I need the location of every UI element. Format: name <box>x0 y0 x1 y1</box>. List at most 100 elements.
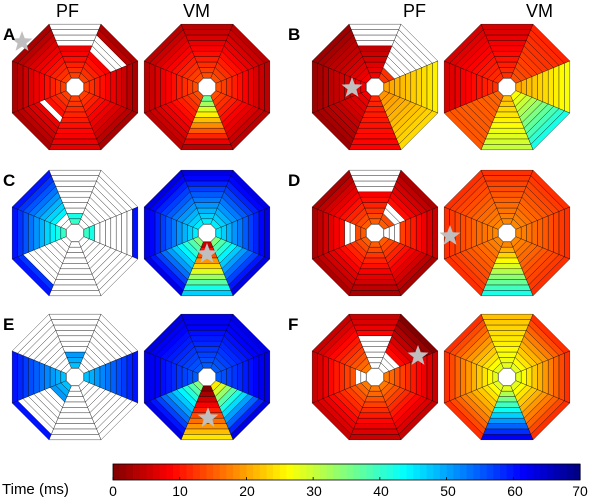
map-cell <box>66 213 84 219</box>
map-cell <box>181 222 188 244</box>
map-cell <box>132 60 138 114</box>
colorbar-segment <box>419 464 428 480</box>
map-cell <box>64 252 86 259</box>
map-cell <box>432 60 438 114</box>
map-cell <box>53 423 97 430</box>
map-cell <box>322 211 329 255</box>
stimulus-star-icon <box>407 345 429 365</box>
map-cell <box>531 364 538 390</box>
map-cell <box>180 170 234 176</box>
map-cell <box>481 222 488 244</box>
map-cell <box>410 359 417 395</box>
map-cell <box>180 290 234 296</box>
map-cell <box>121 355 128 399</box>
map-cell <box>196 396 218 403</box>
map-cell <box>465 359 472 395</box>
map-cell <box>416 67 422 107</box>
map-cell <box>426 62 433 112</box>
map-cell <box>53 279 97 286</box>
map-cell <box>154 211 161 255</box>
map-cell <box>521 78 527 96</box>
map-cell <box>416 213 422 253</box>
column-header-pf-left: PF <box>56 1 80 21</box>
colorbar-segment <box>259 464 268 480</box>
map-cell <box>94 222 101 244</box>
map-cell <box>489 335 525 342</box>
colorbar-segment <box>333 464 341 480</box>
colorbar-segment <box>193 464 201 480</box>
map-cell <box>449 352 456 402</box>
colorbar-segment <box>439 464 448 480</box>
map-cell <box>176 74 183 100</box>
map-cell <box>198 101 216 107</box>
colorbar-segment <box>319 464 328 480</box>
map-cell <box>99 74 106 100</box>
map-cell <box>17 352 24 402</box>
map-cell <box>44 364 51 390</box>
map-cell <box>126 208 133 258</box>
map-cell <box>355 274 395 280</box>
map-cell <box>362 257 388 264</box>
map-cell <box>66 391 84 397</box>
map-cell <box>33 359 40 395</box>
activation-map-e-pf <box>11 313 139 441</box>
colorbar-segment <box>566 464 574 480</box>
map-cell <box>64 351 86 358</box>
map-cell <box>39 361 45 393</box>
colorbar-segment <box>233 464 241 480</box>
colorbar-segment <box>473 464 481 480</box>
colorbar-segment <box>479 464 488 480</box>
colorbar-segment <box>406 464 414 480</box>
map-cell <box>494 202 520 209</box>
map-cell <box>116 67 122 107</box>
map-cell <box>542 215 549 251</box>
map-cell <box>421 65 428 109</box>
map-cell <box>196 106 218 113</box>
map-cell <box>231 364 238 390</box>
map-cell <box>481 76 488 98</box>
map-cell <box>410 215 417 251</box>
activation-map-c-pf <box>11 169 139 297</box>
map-cell <box>187 78 193 96</box>
colorbar-segment <box>253 464 261 480</box>
colorbar-segment <box>493 464 501 480</box>
map-cell <box>359 341 391 347</box>
map-cell <box>50 175 100 182</box>
map-cell <box>191 341 223 347</box>
colorbar-segment <box>246 464 254 480</box>
map-cell <box>349 222 356 244</box>
stimulus-star-icon <box>196 243 218 263</box>
map-cell <box>160 213 166 253</box>
map-center-hole <box>497 367 517 387</box>
map-cell <box>487 40 527 46</box>
map-cell <box>482 29 532 36</box>
colorbar-segment <box>359 464 368 480</box>
map-cell <box>64 106 86 113</box>
map-cell <box>44 74 51 100</box>
stimulus-star-icon <box>11 31 33 51</box>
map-cell <box>491 117 523 123</box>
colorbar-segment <box>239 464 248 480</box>
map-cell <box>49 222 56 244</box>
map-cell <box>185 133 229 140</box>
map-cell <box>144 350 150 404</box>
map-cell <box>444 60 450 114</box>
colorbar-segment <box>533 464 541 480</box>
map-cell <box>62 56 88 63</box>
map-cell <box>480 314 534 320</box>
map-cell <box>526 222 533 244</box>
map-cell <box>328 67 334 107</box>
map-cell <box>357 122 393 129</box>
panel-label-c: C <box>3 171 16 190</box>
map-cell <box>553 355 560 399</box>
map-cell <box>366 213 384 219</box>
map-cell <box>50 319 100 326</box>
map-cell <box>66 101 84 107</box>
map-cell <box>364 207 386 214</box>
colorbar-segment <box>179 464 187 480</box>
map-cell <box>53 180 97 187</box>
map-cell <box>189 45 225 52</box>
colorbar-segment <box>433 464 441 480</box>
map-cell <box>357 268 393 275</box>
